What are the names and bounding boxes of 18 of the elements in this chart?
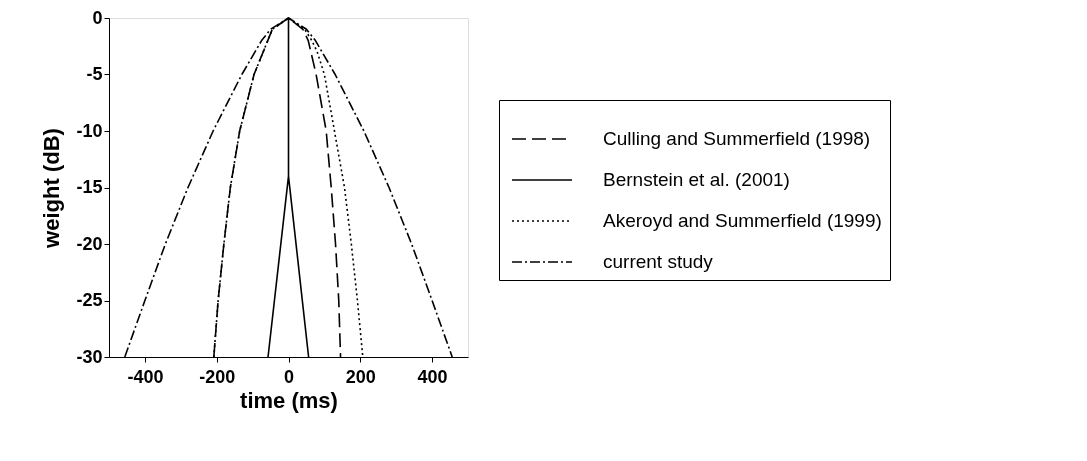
- y-tick-label: -5: [86, 64, 103, 84]
- x-tick-label: 0: [283, 366, 295, 387]
- x-tick-label: 200: [345, 366, 376, 387]
- x-tick-label: 400: [417, 366, 448, 387]
- x-tick-label: -200: [199, 366, 236, 387]
- y-tick-label: -20: [76, 233, 103, 254]
- y-tick-label: 0: [92, 7, 103, 28]
- legend-label: Akeroyd and Summerfield (1999): [603, 210, 882, 231]
- y-tick-label: -25: [76, 290, 103, 310]
- y-tick-label: -10: [76, 120, 103, 141]
- legend-label: current study: [603, 251, 714, 272]
- x-axis-title: time (ms): [240, 387, 338, 413]
- y-tick-label: -30: [76, 346, 103, 367]
- y-tick-label: -15: [76, 177, 103, 197]
- y-axis-title: weight (dB): [39, 128, 65, 249]
- x-tick-label: -400: [127, 366, 164, 387]
- legend-label: Bernstein et al. (2001): [603, 169, 790, 190]
- legend-label: Culling and Summerfield (1998): [603, 128, 871, 149]
